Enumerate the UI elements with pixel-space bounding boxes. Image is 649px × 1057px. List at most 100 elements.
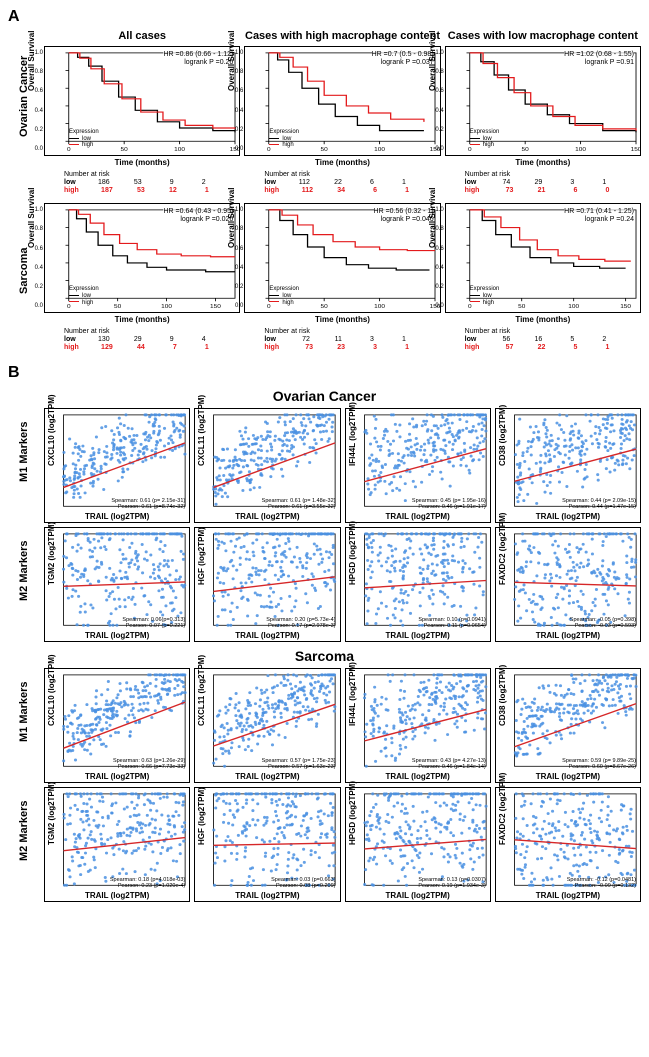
hr-text: HR =0.7 (0.5 - 0.98)logrank P =0.037 xyxy=(372,51,434,66)
marker-row-label: M2 Markers xyxy=(18,569,30,601)
scatter-y-label: TGM2 (log2TPM) xyxy=(47,782,56,845)
km-plot: 050100150 1.00.80.60.40.20.0HR =0.56 (0.… xyxy=(244,203,440,313)
scatter-plot: HPGD (log2TPM)TRAIL (log2TPM)Spearman: 0… xyxy=(345,787,491,902)
legend: Expressionlowhigh xyxy=(269,286,299,306)
scatter-x-label: TRAIL (log2TPM) xyxy=(496,631,640,640)
scatter-x-label: TRAIL (log2TPM) xyxy=(45,631,189,640)
svg-text:50: 50 xyxy=(114,303,122,310)
scatter-stats: Spearman: 0.63 (p=1.26e-29)Pearson: 0.66… xyxy=(113,758,185,770)
panel-a-label: A xyxy=(8,8,641,26)
scatter-x-label: TRAIL (log2TPM) xyxy=(346,772,490,781)
scatter-y-label: IFI44L (log2TPM) xyxy=(348,402,357,466)
svg-text:50: 50 xyxy=(121,146,129,153)
number-at-risk: Number at risk low 721131 high 732331 xyxy=(244,328,440,352)
scatter-y-label: IFI44L (log2TPM) xyxy=(348,662,357,726)
scatter-plot: CXCL11 (log2TPM)TRAIL (log2TPM)Spearman:… xyxy=(194,668,340,783)
scatter-plot: HGF (log2TPM) TRAIL (log2TPM) Spearman: 0.… xyxy=(194,527,340,642)
scatter-stats: Spearman: 0.18 (p=4.018e-03)Pearson: 0.2… xyxy=(110,877,185,889)
svg-text:100: 100 xyxy=(174,146,185,153)
scatter-stats: Spearman: 0.20 (p=5.73e-4)Pearson: 0.17 … xyxy=(266,617,335,629)
marker-row-label: M1 Markers xyxy=(18,450,30,482)
hr-text: HR =0.71 (0.41 - 1.25)logrank P =0.24 xyxy=(564,208,634,223)
scatter-x-label: TRAIL (log2TPM) xyxy=(496,891,640,900)
hr-text: HR =0.86 (0.66 - 1.12)logrank P =0.26 xyxy=(163,51,233,66)
y-axis-label: Overall Survival xyxy=(227,31,236,91)
section-b: B Ovarian CancerM1 Markers CXCL10 (log2T… xyxy=(8,364,641,902)
scatter-y-label: CXCL11 (log2TPM) xyxy=(197,395,206,466)
col-header-1: Cases with high macrophage content xyxy=(244,30,440,42)
svg-text:50: 50 xyxy=(521,146,529,153)
scatter-x-label: TRAIL (log2TPM) xyxy=(346,512,490,521)
x-axis-label: Time (months) xyxy=(244,158,440,167)
scatter-y-label: CXCL10 (log2TPM) xyxy=(47,394,56,466)
panel-b-label: B xyxy=(8,364,641,382)
legend: Expressionlowhigh xyxy=(69,286,99,306)
scatter-x-label: TRAIL (log2TPM) xyxy=(45,891,189,900)
hr-text: HR =0.56 (0.32 - 1)logrank P =0.046 xyxy=(374,208,434,223)
cancer-label: Sarcoma xyxy=(18,262,30,294)
scatter-y-label: TGM2 (log2TPM) xyxy=(47,522,56,585)
x-axis-label: Time (months) xyxy=(244,315,440,324)
scatter-stats: Spearman: 0.06(p=0.313)Pearson: 0.07 (p=… xyxy=(122,617,185,629)
km-plot: 050100150 1.00.80.60.40.20.0HR =0.64 (0.… xyxy=(44,203,240,313)
scatter-plot: TGM2 (log2TPM)TRAIL (log2TPM)Spearman: 0… xyxy=(44,527,190,642)
scatter-x-label: TRAIL (log2TPM) xyxy=(45,772,189,781)
scatter-plot: IFI44L (log2TPM)TRAIL (log2TPM)Spearman:… xyxy=(345,668,491,783)
scatter-x-label: TRAIL (log2TPM) xyxy=(496,772,640,781)
scatter-y-label: FAXDC2 (log2TPM) xyxy=(498,772,507,844)
scatter-plot: HPGD (log2TPM)TRAIL (log2TPM)Spearman: 0… xyxy=(345,527,491,642)
scatter-stats: Spearman: 0.10 (p=0.0941)Pearson: 0.11 (… xyxy=(418,617,485,629)
y-axis-label: Overall Survival xyxy=(428,188,437,248)
scatter-stats: Spearman: -0.12 (p=0.0481)Pearson: -0.09… xyxy=(567,877,636,889)
km-plot: 050100150 1.00.80.60.40.20.0HR =1.02 (0.… xyxy=(445,46,641,156)
scatter-y-label: CD38 (log2TPM) xyxy=(498,664,507,725)
svg-text:50: 50 xyxy=(321,303,329,310)
scatter-x-label: TRAIL (log2TPM) xyxy=(496,512,640,521)
svg-text:150: 150 xyxy=(630,146,640,153)
scatter-plot: CXCL10 (log2TPM)TRAIL (log2TPM)Spearman:… xyxy=(44,668,190,783)
hr-text: HR =0.64 (0.43 - 0.95)logrank P =0.026 xyxy=(163,208,233,223)
scatter-plot: CXCL11 (log2TPM)TRAIL (log2TPM)Spearman:… xyxy=(194,408,340,523)
scatter-y-label: HPGD (log2TPM) xyxy=(348,521,357,585)
scatter-x-label: TRAIL (log2TPM) xyxy=(346,631,490,640)
scatter-stats: Spearman: 0.45 (p= 1.95e-16)Pearson: 0.4… xyxy=(412,498,486,510)
y-axis-label: Overall Survival xyxy=(227,188,236,248)
marker-row-label: M2 Markers xyxy=(18,829,30,861)
scatter-y-label: FAXDC2 (log2TPM) xyxy=(498,512,507,584)
col-header-0: All cases xyxy=(44,30,240,42)
scatter-stats: Spearman: 0.13 (p=0.0307)Pearson: 0.19 (… xyxy=(418,877,485,889)
svg-text:100: 100 xyxy=(575,146,586,153)
svg-text:50: 50 xyxy=(321,146,329,153)
x-axis-label: Time (months) xyxy=(445,158,641,167)
km-plot: 050100150 1.00.80.60.40.20.0HR =0.86 (0.… xyxy=(44,46,240,156)
scatter-stats: Spearman: 0.59 (p= 9.89e-25)Pearson: 0.6… xyxy=(562,758,636,770)
scatter-stats: Spearman: 0.03 (p=0.663)Pearson: 0.08 (p… xyxy=(271,877,335,889)
scatter-y-label: HGF (log2TPM) xyxy=(197,787,206,845)
number-at-risk: Number at risk low 1302994 high 1294471 xyxy=(44,328,240,352)
number-at-risk: Number at risk low 561652 high 572251 xyxy=(445,328,641,352)
scatter-x-label: TRAIL (log2TPM) xyxy=(195,772,339,781)
svg-text:100: 100 xyxy=(375,303,386,310)
y-axis-label: Overall Survival xyxy=(428,31,437,91)
scatter-x-label: TRAIL (log2TPM) xyxy=(195,631,339,640)
col-header-2: Cases with low macrophage content xyxy=(445,30,641,42)
scatter-x-label: TRAIL (log2TPM) xyxy=(346,891,490,900)
scatter-stats: Spearman: 0.57 (p= 1.75e-23)Pearson: 0.5… xyxy=(262,758,336,770)
svg-text:100: 100 xyxy=(568,303,579,310)
marker-row-label: M1 Markers xyxy=(18,710,30,742)
svg-text:150: 150 xyxy=(620,303,631,310)
scatter-stats: Spearman: 0.44 (p= 2.09e-15)Pearson: 0.4… xyxy=(562,498,636,510)
scatter-x-label: TRAIL (log2TPM) xyxy=(45,512,189,521)
col-headers: All cases Cases with high macrophage con… xyxy=(8,30,641,42)
scatter-stats: Spearman: -0.05 (p=0.398)Pearson: -0.03 … xyxy=(570,617,636,629)
scatter-y-label: CD38 (log2TPM) xyxy=(498,404,507,465)
svg-text:150: 150 xyxy=(210,303,221,310)
scatter-y-label: CXCL10 (log2TPM) xyxy=(47,654,56,726)
scatter-y-label: HGF (log2TPM) xyxy=(197,527,206,585)
number-at-risk: Number at risk low 1122261 high 1123461 xyxy=(244,171,440,195)
scatter-plot: FAXDC2 (log2TPM)TRAIL (log2TPM)Spearman:… xyxy=(495,527,641,642)
scatter-plot: CD38 (log2TPM)TRAIL (log2TPM)Spearman: 0… xyxy=(495,408,641,523)
number-at-risk: Number at risk low 742931 high 732160 xyxy=(445,171,641,195)
y-axis-label: Overall Survival xyxy=(27,188,36,248)
scatter-plot: CD38 (log2TPM)TRAIL (log2TPM)Spearman: 0… xyxy=(495,668,641,783)
